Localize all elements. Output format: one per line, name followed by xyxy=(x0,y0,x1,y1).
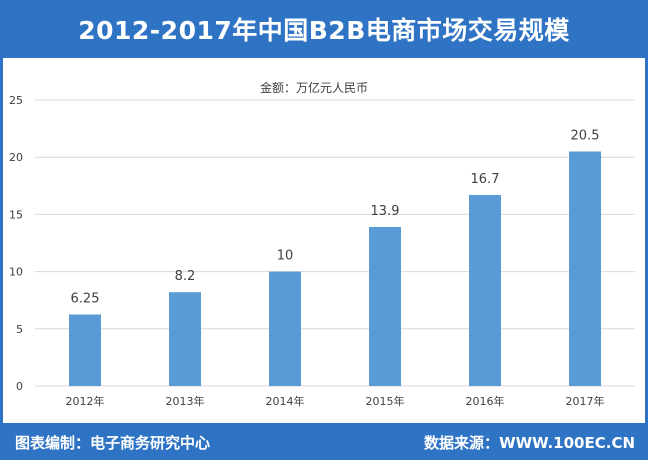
data-label: 13.9 xyxy=(371,204,400,219)
chart-title: 2012-2017年中国B2B电商市场交易规模 xyxy=(78,16,570,45)
x-axis-ticks: 2012年 2013年 2014年 2015年 2016年 2017年 xyxy=(66,394,605,408)
gridlines xyxy=(35,99,635,387)
x-tick-label: 2012年 xyxy=(66,394,105,408)
y-tick-label: 15 xyxy=(9,208,23,221)
data-label: 16.7 xyxy=(471,172,500,187)
title-bar: 2012-2017年中国B2B电商市场交易规模 xyxy=(3,0,645,58)
y-tick-label: 5 xyxy=(16,323,23,336)
source-credit: 数据来源：WWW.100EC.CN xyxy=(424,432,635,453)
bars xyxy=(69,151,601,386)
x-tick-label: 2014年 xyxy=(266,394,305,408)
y-tick-label: 20 xyxy=(9,151,23,164)
bar xyxy=(469,194,501,386)
source-label: 数据来源： xyxy=(424,434,500,452)
footer-bar: 图表编制：电子商务研究中心 数据来源：WWW.100EC.CN xyxy=(3,423,645,460)
data-labels: 6.25 8.2 10 13.9 16.7 20.5 xyxy=(71,128,600,306)
bar xyxy=(69,314,101,386)
y-tick-label: 0 xyxy=(16,380,23,393)
bar xyxy=(569,151,601,386)
bar xyxy=(169,292,201,386)
producer-label: 图表编制： xyxy=(15,434,91,452)
data-label: 8.2 xyxy=(175,269,196,284)
bar-chart: 金额：万亿元人民币 0 5 10 15 20 25 6.25 8.2 10 13.9 16.7 20… xyxy=(9,80,635,408)
source-name: WWW.100EC.CN xyxy=(499,434,635,452)
x-tick-label: 2016年 xyxy=(466,394,505,408)
y-axis-ticks: 0 5 10 15 20 25 xyxy=(9,94,23,393)
bar xyxy=(269,271,301,386)
bar xyxy=(369,226,401,386)
producer-name: 电子商务研究中心 xyxy=(90,434,211,452)
data-label: 6.25 xyxy=(71,292,100,307)
data-label: 20.5 xyxy=(571,128,600,143)
x-tick-label: 2015年 xyxy=(366,394,405,408)
unit-label: 金额：万亿元人民币 xyxy=(260,80,368,95)
y-tick-label: 10 xyxy=(9,266,23,279)
y-tick-label: 25 xyxy=(9,94,23,107)
x-tick-label: 2017年 xyxy=(566,394,605,408)
x-tick-label: 2013年 xyxy=(166,394,205,408)
producer-credit: 图表编制：电子商务研究中心 xyxy=(15,432,210,453)
data-label: 10 xyxy=(277,249,294,264)
